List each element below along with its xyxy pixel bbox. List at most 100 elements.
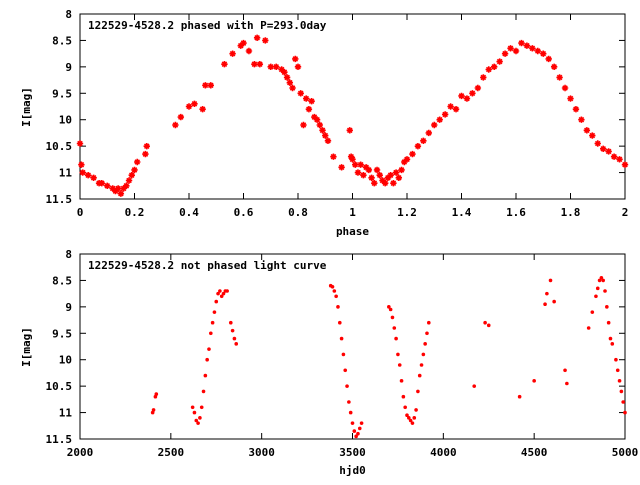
unphased-data-point: [212, 310, 217, 314]
unphased-data-point: [219, 294, 224, 299]
phased-data-point: [273, 63, 280, 71]
phased-data-point: [452, 105, 460, 113]
phased-data-point: [316, 121, 323, 129]
unphased-data-point: [356, 431, 360, 436]
phased-data-point: [589, 132, 596, 139]
unphased-data-point: [194, 418, 199, 423]
unphased-data-point: [230, 328, 235, 333]
unphased-data-point: [218, 289, 222, 293]
phased-data-point: [253, 34, 261, 41]
unphased-data-point: [225, 289, 229, 293]
unphased-data-point: [563, 368, 567, 373]
unphased-data-point: [196, 421, 200, 425]
phased-data-point: [262, 37, 269, 44]
unphased-data-point: [619, 389, 624, 394]
unphased-data-point: [394, 336, 398, 341]
unphased-data-point: [399, 379, 404, 383]
phased-data-point: [114, 185, 122, 192]
phased-data-point: [90, 174, 97, 182]
phased-y-tick-label: 8.5: [52, 34, 72, 47]
unphased-data-point: [621, 400, 625, 404]
phased-data-point: [376, 172, 383, 179]
unphased-data-point: [190, 405, 195, 410]
unphased-x-tick-label: 3500: [339, 446, 366, 459]
phased-data-point: [300, 121, 307, 129]
unphased-data-point: [234, 342, 239, 346]
unphased-data-point: [337, 320, 342, 325]
phased-data-point: [463, 95, 471, 102]
phased-data-point: [251, 61, 258, 68]
phased-data-point: [324, 137, 332, 145]
unphased-data-point: [209, 331, 213, 336]
phased-data-point: [583, 127, 591, 134]
phased-chart-panel: 0 0.2 0.4 0.6 0.8 1 1.2 1.4 1.6 1.8 2 8 8.5 9 9.5 10 10.…: [20, 8, 628, 238]
phased-data-point: [561, 84, 569, 92]
phased-data-point: [283, 74, 291, 81]
unphased-chart-title: 122529-4528.2 not phased light curve: [88, 259, 327, 272]
phased-data-point: [360, 172, 367, 179]
phased-data-point: [616, 156, 623, 163]
phased-y-tick-label: 8: [65, 8, 72, 21]
phased-y-axis-label: I[mag]: [20, 87, 33, 127]
unphased-data-point: [154, 392, 159, 396]
unphased-y-tick-label: 8.5: [52, 274, 72, 287]
phased-data-point: [556, 74, 563, 81]
phased-data-point: [297, 90, 304, 97]
phased-data-point: [278, 66, 285, 73]
phased-data-point: [308, 98, 315, 105]
phased-axis-ticks: 0 0.2 0.4 0.6 0.8 1 1.2 1.4 1.6 1.8 2 8 8.5 9 9.5 10 10.…: [46, 8, 629, 219]
phased-data-point: [578, 116, 585, 123]
phased-data-point: [305, 105, 313, 113]
unphased-data-point: [517, 394, 522, 399]
phased-data-point: [349, 156, 356, 163]
phased-x-tick-label: 1.2: [397, 206, 417, 219]
unphased-data-point: [401, 394, 406, 399]
phased-data-point: [78, 161, 85, 168]
phased-data-point: [112, 187, 119, 195]
unphased-y-tick-label: 11: [59, 407, 73, 420]
unphased-x-tick-label: 3000: [248, 446, 275, 459]
unphased-data-point: [419, 363, 424, 367]
unphased-data-point: [387, 305, 391, 309]
phased-data-point: [346, 127, 353, 134]
phased-data-point: [605, 148, 612, 155]
unphased-x-tick-label: 4000: [430, 446, 457, 459]
unphased-x-axis-label: hjd0: [339, 464, 366, 477]
unphased-data-point: [623, 410, 627, 415]
phased-data-point: [354, 169, 362, 176]
unphased-data-point: [397, 363, 402, 367]
phased-data-point: [398, 166, 405, 174]
unphased-data-point: [232, 336, 237, 341]
phased-data-point: [567, 95, 574, 102]
unphased-y-tick-label: 10.5: [46, 380, 73, 393]
phased-data-point: [507, 45, 514, 52]
phased-x-tick-label: 1.4: [452, 206, 472, 219]
phased-x-axis-label: phase: [336, 225, 369, 238]
phased-data-point: [382, 179, 389, 187]
phased-data-point: [572, 105, 580, 113]
unphased-data-point: [617, 379, 622, 383]
unphased-y-axis-label: I[mag]: [20, 327, 33, 367]
phased-chart-title: 122529-4528.2 phased with P=293.0day: [88, 19, 327, 32]
unphased-data-point: [595, 286, 600, 291]
unphased-data-point: [565, 381, 569, 386]
unphased-data-point: [359, 421, 364, 425]
phased-data-point: [392, 169, 400, 176]
unphased-data-point: [532, 379, 536, 383]
phased-data-point: [289, 84, 296, 92]
phased-data-point: [221, 61, 228, 68]
unphased-data-point: [414, 408, 418, 412]
phased-y-tick-label: 11: [59, 167, 73, 180]
unphased-data-point: [357, 426, 362, 431]
unphased-data-point: [421, 352, 426, 357]
unphased-data-point: [151, 408, 156, 412]
phased-x-tick-label: 2: [622, 206, 629, 219]
unphased-data-point: [221, 291, 226, 296]
phased-data-point: [545, 55, 552, 63]
unphased-data-point: [390, 315, 395, 320]
phased-data-point: [128, 172, 135, 179]
phased-data-point: [371, 179, 378, 187]
phased-x-tick-label: 0.2: [125, 206, 145, 219]
